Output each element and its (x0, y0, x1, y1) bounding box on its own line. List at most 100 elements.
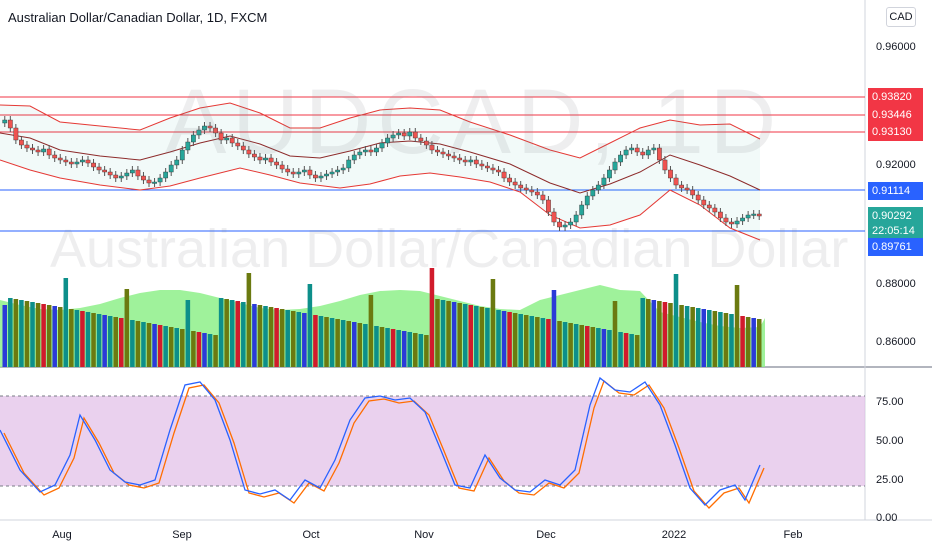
volume-bar (729, 314, 734, 367)
candle-body (185, 141, 191, 151)
candle-body (612, 161, 618, 171)
price-tick-label: 0.96000 (876, 41, 916, 53)
volume-bar (229, 300, 235, 367)
candle-body (351, 154, 357, 161)
volume-bar (607, 330, 612, 367)
candle-body (446, 153, 451, 157)
volume-bar (246, 273, 252, 367)
volume-bar (91, 313, 96, 367)
volume-bar (24, 301, 30, 367)
candle-body (473, 159, 479, 165)
candle-body (113, 174, 119, 179)
time-tick-label: Feb (784, 529, 803, 541)
volume-bar (457, 303, 462, 367)
candle-body (634, 147, 640, 153)
candle-body (124, 172, 130, 177)
candle-body (756, 213, 762, 217)
volume-bar (584, 326, 590, 367)
currency-button[interactable]: CAD (886, 7, 916, 27)
volume-bar (479, 307, 485, 367)
volume-bar (274, 308, 279, 367)
volume-bar (684, 306, 690, 367)
candle-body (91, 162, 96, 168)
volume-bar (424, 335, 429, 367)
candle-body (512, 181, 518, 186)
candle-body (629, 147, 635, 151)
volume-bar (507, 312, 512, 367)
candle-body (462, 159, 468, 163)
candle-body (46, 148, 52, 156)
candle-body (396, 132, 402, 136)
volume-bar (734, 285, 740, 367)
candle-body (157, 177, 163, 183)
candle-body (607, 169, 612, 179)
candle-body (324, 173, 329, 177)
time-tick-label: 2022 (662, 529, 686, 541)
volume-bar (646, 299, 651, 367)
volume-bar (535, 317, 540, 367)
candle-body (435, 149, 440, 153)
volume-bar (629, 334, 634, 367)
price-tick-label: 0.92000 (876, 159, 916, 171)
candle-body (523, 187, 529, 191)
candle-body (662, 159, 668, 171)
volume-bar (490, 279, 496, 367)
volume-bar (335, 319, 340, 367)
candle-body (274, 161, 279, 166)
price-label-support-lower: 0.89761 (868, 238, 923, 256)
candle-body (85, 159, 91, 164)
candle-body (656, 147, 662, 161)
volume-bar (290, 311, 296, 367)
candle-body (96, 166, 102, 171)
candle-body (457, 157, 463, 161)
volume-bar (751, 318, 756, 367)
candle-body (418, 137, 424, 142)
volume-bar (63, 278, 69, 367)
volume-bar (679, 305, 684, 367)
volume-bar (152, 324, 157, 367)
candle-body (340, 167, 346, 171)
volume-bar (296, 312, 302, 367)
candle-body (440, 151, 446, 155)
volume-bar (130, 320, 135, 367)
volume-bar (718, 312, 723, 367)
candle-body (557, 221, 562, 228)
volume-bar (191, 331, 196, 367)
candle-body (191, 134, 196, 143)
volume-bar (41, 304, 46, 367)
volume-bar (557, 321, 562, 367)
volume-bar (235, 301, 241, 367)
volume-bar (712, 311, 718, 367)
volume-bar (690, 307, 695, 367)
volume-bar (13, 299, 19, 367)
volume-bar (446, 301, 451, 367)
candle-body (745, 214, 751, 219)
volume-bar (19, 300, 24, 367)
candle-body (562, 224, 568, 228)
volume-bar (30, 302, 35, 367)
candle-body (63, 159, 69, 163)
candle-body (268, 157, 274, 163)
candle-body (540, 194, 546, 201)
volume-bar (701, 309, 707, 367)
volume-bar (107, 316, 113, 367)
candle-body (74, 161, 80, 165)
volume-bar (723, 313, 729, 367)
candle-body (374, 147, 379, 153)
candle-body (618, 154, 623, 163)
candle-body (679, 184, 684, 189)
volume-bar (174, 328, 180, 367)
volume-bar (185, 300, 191, 367)
candle-body (179, 149, 185, 161)
volume-bar (418, 334, 424, 367)
volume-bar (207, 334, 213, 367)
candle-body (13, 127, 19, 141)
volume-bar (407, 332, 413, 367)
stoch-tick-label: 75.00 (876, 396, 904, 408)
candle-body (673, 177, 679, 186)
price-tick-label: 0.86000 (876, 336, 916, 348)
volume-bar (52, 306, 57, 367)
price-label-support-upper: 0.91114 (868, 182, 923, 200)
volume-bar (379, 327, 385, 367)
